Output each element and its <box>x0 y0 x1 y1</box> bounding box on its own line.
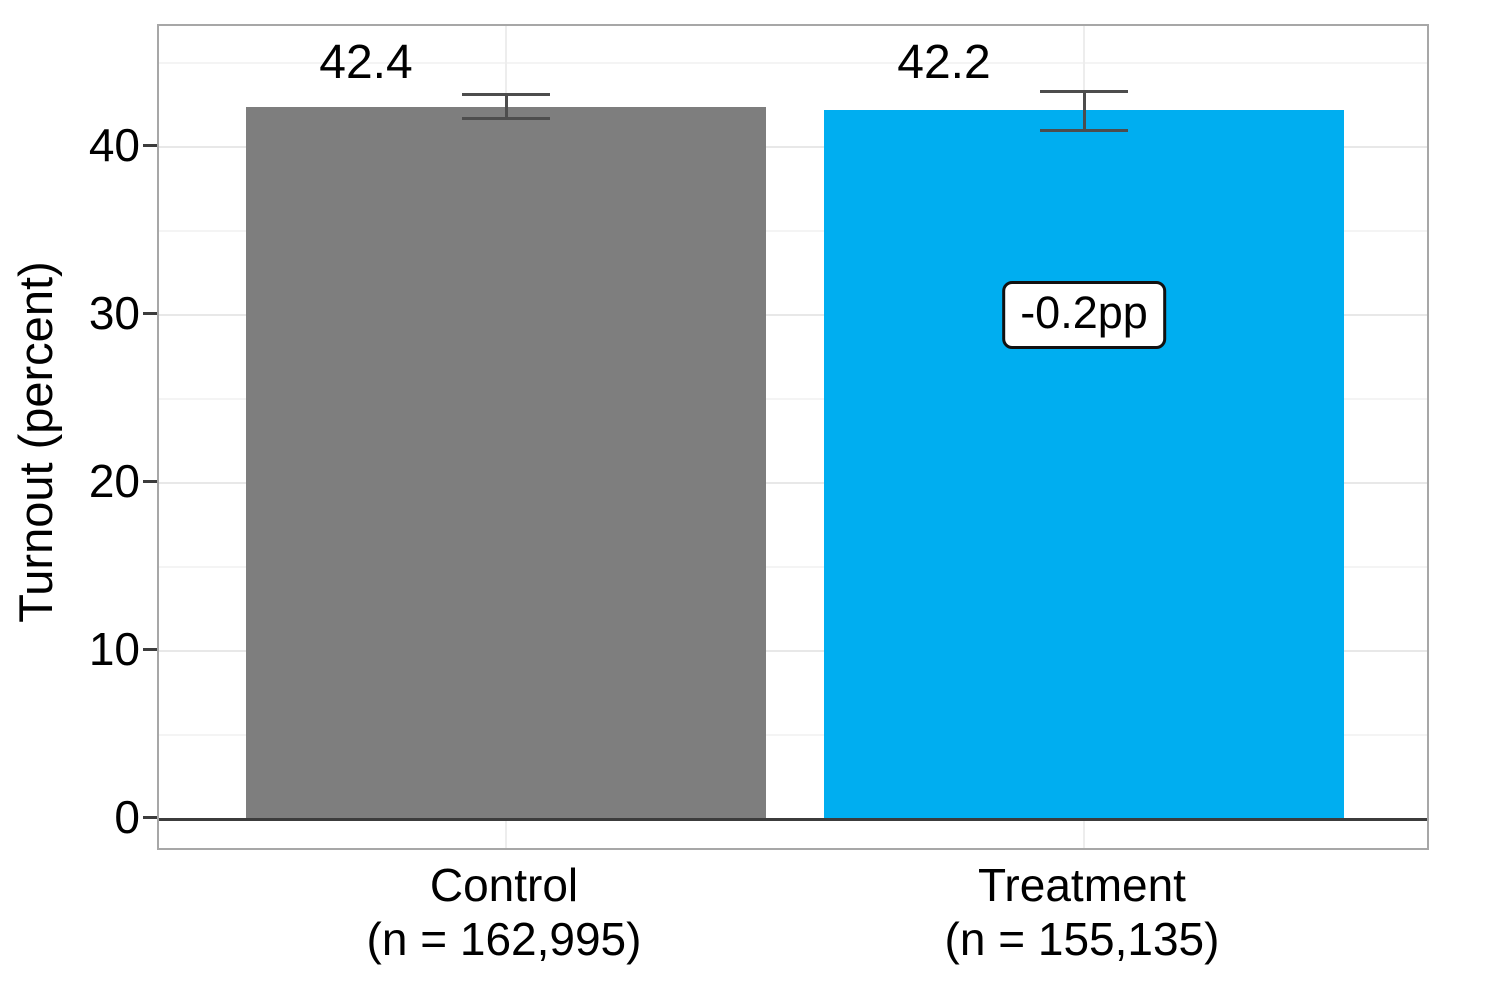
y-tick-label: 30 <box>88 287 140 339</box>
gridline-minor <box>159 398 1427 400</box>
x-category-label-control: Control (n = 162,995) <box>194 858 814 966</box>
error-bar-line <box>504 94 508 119</box>
x-category-n: (n = 155,135) <box>944 913 1220 965</box>
gridline-major <box>159 482 1427 484</box>
effect-size-annotation: -0.2pp <box>1002 281 1166 349</box>
y-tick-label: 40 <box>88 119 140 171</box>
bar-value-label: 42.2 <box>897 36 991 89</box>
gridline-major <box>159 650 1427 652</box>
gridline-minor <box>159 566 1427 568</box>
y-tick-label: 20 <box>88 455 140 507</box>
y-tick-mark <box>143 815 157 819</box>
gridline-major <box>159 146 1427 148</box>
gridline-minor <box>159 734 1427 736</box>
y-tick-mark <box>143 647 157 651</box>
gridline-minor <box>159 62 1427 64</box>
x-axis-zero-line <box>159 817 1427 821</box>
error-bar-cap-bottom <box>462 116 550 120</box>
bar-value-label: 42.4 <box>319 36 413 89</box>
y-tick-mark <box>143 479 157 483</box>
x-category-name: Control <box>429 859 579 911</box>
x-category-n: (n = 162,995) <box>366 913 642 965</box>
gridline-major <box>159 314 1427 316</box>
bar-control <box>246 106 766 819</box>
gridline-minor <box>159 230 1427 232</box>
x-category-name: Treatment <box>978 859 1186 911</box>
y-tick-mark <box>143 311 157 315</box>
y-tick-label: 0 <box>114 791 140 843</box>
error-bar-cap-bottom <box>1040 128 1128 132</box>
plot-panel: 42.4 42.2 -0.2pp <box>157 24 1429 850</box>
y-tick-label: 10 <box>88 623 140 675</box>
y-tick-mark <box>143 143 157 147</box>
x-category-label-treatment: Treatment (n = 155,135) <box>772 858 1392 966</box>
bar-treatment <box>824 110 1344 819</box>
error-bar-line <box>1082 91 1086 131</box>
